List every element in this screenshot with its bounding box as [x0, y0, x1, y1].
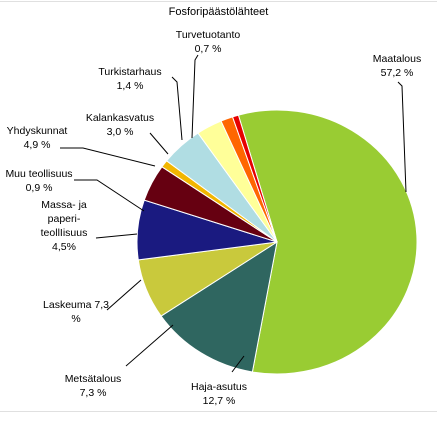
- leader-line: [397, 81, 407, 193]
- top-border: [0, 1, 437, 2]
- slice-label: Metsätalous 7,3 %: [65, 373, 122, 399]
- leader-line: [106, 279, 142, 311]
- chart-title: Fosforipäästölähteet: [168, 6, 269, 18]
- slice-label: Massa- ja paperi-teollIisuus 4,5%: [41, 199, 88, 253]
- leader-line: [171, 76, 183, 141]
- slice-label: Maatalous 57,2 %: [373, 53, 421, 79]
- slice-label: Turkistarhaus 1,4 %: [98, 66, 161, 92]
- pie-slice: [237, 109, 418, 375]
- pie-slice: [160, 240, 278, 373]
- slice-label: Turvetuotanto 0,7 %: [176, 29, 241, 55]
- slice-label: Laskeuma 7,3%: [43, 299, 109, 325]
- leader-line: [231, 355, 245, 373]
- pie-slice: [231, 114, 278, 243]
- bottom-border: [0, 411, 437, 412]
- slice-label: Kalankasvatus 3,0 %: [86, 112, 154, 138]
- leader-line: [149, 132, 169, 155]
- slice-label: Muu teollisuus 0,9 %: [5, 168, 72, 194]
- leader-line: [74, 179, 145, 212]
- leader-line: [60, 147, 156, 167]
- leader-line: [191, 54, 199, 139]
- leader-line: [125, 324, 174, 367]
- leader-line: [95, 233, 138, 239]
- slice-label: Yhdyskunnat 4,9 %: [7, 125, 68, 151]
- slice-label: Haja-asutus 12,7 %: [191, 381, 247, 407]
